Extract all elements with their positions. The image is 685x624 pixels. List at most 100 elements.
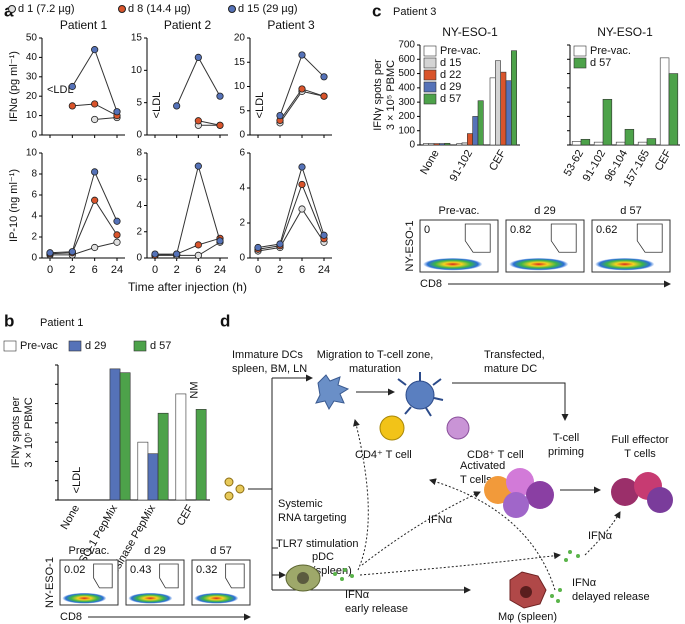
bar — [467, 133, 473, 146]
point — [151, 250, 159, 258]
series-line — [198, 120, 221, 126]
axis-label: 3 × 10⁵ PBMC — [385, 60, 397, 130]
point — [194, 162, 202, 170]
label: IFNα — [428, 514, 453, 526]
gate — [93, 563, 113, 589]
label: spleen, BM, LN — [232, 363, 307, 375]
bar — [109, 368, 121, 501]
dashed-arrow — [359, 552, 561, 576]
y-tick-label: 6 — [136, 174, 142, 185]
annotation: <LDL — [71, 467, 83, 494]
cd4-cell — [379, 415, 405, 441]
y-tick-label: 500 — [398, 68, 415, 79]
y-tick-label: 400 — [398, 82, 415, 93]
x-tick-label: 2 — [277, 264, 283, 276]
dashed-arrow — [361, 491, 481, 566]
bar — [495, 60, 501, 146]
bar — [456, 143, 463, 146]
y-tick-label: 0 — [239, 130, 245, 141]
label: early release — [345, 603, 408, 615]
series-line — [176, 56, 221, 107]
legend-label: d 57 — [440, 93, 461, 105]
t-cell — [506, 468, 534, 496]
legend-swatch — [133, 340, 147, 352]
ifn-dot — [576, 554, 580, 558]
axis-label: CD8 — [60, 611, 82, 623]
bar — [668, 73, 679, 146]
y-tick-label: 700 — [398, 40, 415, 51]
gate — [225, 563, 245, 589]
y-tick-label: 0 — [136, 253, 142, 264]
point — [91, 168, 99, 176]
flow-title: d 57 — [210, 545, 231, 557]
flow-title: d 57 — [620, 205, 641, 217]
point — [298, 85, 306, 93]
x-tick-label: 24 — [214, 264, 226, 276]
y-tick-label: 0 — [409, 140, 415, 151]
point — [216, 237, 224, 245]
point — [194, 117, 202, 125]
x-tick-label: 91-102 — [448, 148, 476, 184]
chart-title: Patient 1 — [60, 18, 108, 32]
dashed-arrow — [353, 419, 369, 571]
bar — [489, 77, 496, 146]
legend-swatch — [68, 340, 82, 352]
axis-label: NY-ESO-1 — [44, 557, 56, 608]
y-tick-label: 4 — [31, 211, 37, 222]
y-tick-label: 10 — [26, 110, 38, 121]
legend-label: d 15 (29 µg) — [238, 3, 298, 15]
label: Systemic — [278, 498, 323, 510]
ifn-dot — [558, 588, 562, 592]
legend-marker — [228, 5, 236, 13]
y-tick-label: 4 — [239, 183, 245, 194]
legend-swatch — [573, 45, 587, 57]
label: T cells — [624, 448, 656, 460]
y-tick-label: 15 — [234, 57, 246, 68]
legend-marker — [118, 5, 126, 13]
point — [276, 240, 284, 248]
x-tick-label: 6 — [195, 264, 201, 276]
point — [298, 163, 306, 171]
annotation: <LDL — [254, 92, 266, 119]
gate — [159, 563, 179, 589]
x-tick-label: 0 — [47, 264, 53, 276]
legend-swatch — [3, 340, 17, 352]
flow-value: 0 — [424, 224, 430, 236]
legend-swatch — [423, 81, 437, 93]
label: (spleen) — [312, 565, 352, 577]
annotation: NM — [189, 381, 201, 398]
flow-value: 0.62 — [596, 224, 617, 236]
bar — [157, 412, 169, 501]
point — [113, 217, 121, 225]
label: RNA targeting — [278, 512, 346, 524]
y-tick-label: 0 — [31, 253, 37, 264]
bar — [195, 409, 207, 501]
effector-cell — [647, 487, 673, 513]
point — [91, 243, 99, 252]
bar — [423, 143, 429, 146]
axis-label: IFNγ spots per — [372, 59, 384, 131]
dendrites — [397, 372, 444, 417]
panel-label: b — [4, 311, 14, 330]
series-line — [257, 183, 325, 250]
point — [216, 92, 224, 100]
bar — [439, 143, 445, 146]
label: Mφ (spleen) — [498, 611, 557, 623]
y-tick-label: 50 — [26, 33, 38, 44]
x-axis-label: Time after injection (h) — [128, 280, 247, 294]
label: mature DC — [484, 363, 537, 375]
chart-title: Patient 3 — [267, 18, 315, 32]
point — [194, 251, 202, 259]
legend-label: d 1 (7.2 µg) — [18, 3, 74, 15]
nucleus — [297, 572, 309, 584]
y-tick-label: 2 — [239, 218, 245, 229]
bar — [602, 98, 613, 146]
point — [113, 231, 121, 239]
y-tick-label: 100 — [398, 125, 415, 136]
rna-particle — [224, 491, 234, 501]
panel-label: c — [372, 1, 381, 20]
dashed-arrow — [429, 478, 556, 591]
y-tick-label: 2 — [31, 232, 37, 243]
label: Migration to T-cell zone, — [317, 349, 434, 361]
y-tick-label: 4 — [136, 200, 142, 211]
